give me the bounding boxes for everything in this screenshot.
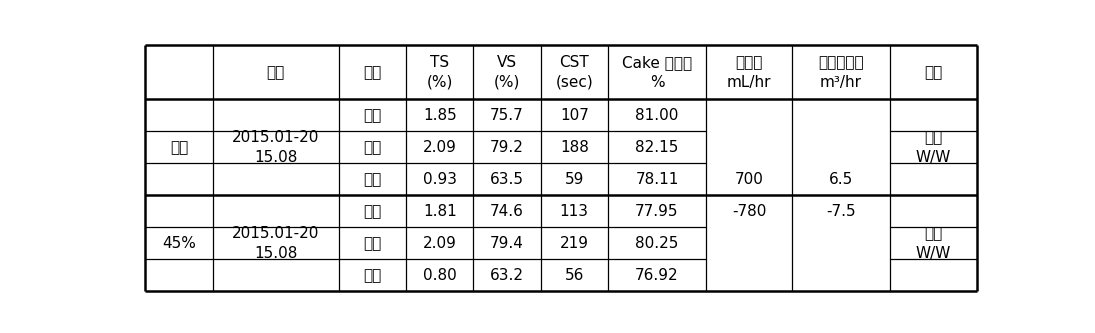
Text: 혼합
W/W: 혼합 W/W xyxy=(915,226,952,261)
Text: 79.4: 79.4 xyxy=(491,236,523,251)
Text: 슬러지유입
m³/hr: 슬러지유입 m³/hr xyxy=(818,55,864,90)
Text: 81.00: 81.00 xyxy=(635,108,679,123)
Text: 2.09: 2.09 xyxy=(423,236,457,251)
Text: 45%: 45% xyxy=(162,236,196,251)
Text: 78.11: 78.11 xyxy=(635,172,679,187)
Text: 80.25: 80.25 xyxy=(635,236,679,251)
Text: -7.5: -7.5 xyxy=(827,204,856,219)
Text: 혼합
W/W: 혼합 W/W xyxy=(915,130,952,165)
Text: 최대: 최대 xyxy=(364,140,381,155)
Text: 원수: 원수 xyxy=(170,140,188,155)
Text: 79.2: 79.2 xyxy=(491,140,523,155)
Text: 폴리머
mL/hr: 폴리머 mL/hr xyxy=(727,55,771,90)
Text: 평균: 평균 xyxy=(364,108,381,123)
Text: 2015.01-20
15.08: 2015.01-20 15.08 xyxy=(232,226,320,261)
Text: 2.09: 2.09 xyxy=(423,140,457,155)
Text: 최소: 최소 xyxy=(364,172,381,187)
Text: 63.2: 63.2 xyxy=(489,268,525,283)
Text: VS
(%): VS (%) xyxy=(494,55,520,90)
Text: 59: 59 xyxy=(565,172,584,187)
Text: 107: 107 xyxy=(560,108,589,123)
Text: 76.92: 76.92 xyxy=(635,268,679,283)
Text: -780: -780 xyxy=(731,204,766,219)
Text: 1.85: 1.85 xyxy=(423,108,457,123)
Text: 113: 113 xyxy=(560,204,589,219)
Text: 82.15: 82.15 xyxy=(635,140,679,155)
Text: 219: 219 xyxy=(560,236,589,251)
Text: 75.7: 75.7 xyxy=(491,108,523,123)
Text: 188: 188 xyxy=(560,140,589,155)
Text: Cake 함수량
%: Cake 함수량 % xyxy=(622,55,692,90)
Text: 700: 700 xyxy=(735,172,763,187)
Text: 최대: 최대 xyxy=(364,236,381,251)
Text: 최소: 최소 xyxy=(364,268,381,283)
Text: 6.5: 6.5 xyxy=(829,172,853,187)
Text: 0.93: 0.93 xyxy=(423,172,457,187)
Text: 77.95: 77.95 xyxy=(635,204,679,219)
Text: 56: 56 xyxy=(565,268,584,283)
Text: 구분: 구분 xyxy=(364,65,381,80)
Text: CST
(sec): CST (sec) xyxy=(555,55,593,90)
Text: 74.6: 74.6 xyxy=(491,204,523,219)
Text: 1.81: 1.81 xyxy=(423,204,457,219)
Text: 2015.01-20
15.08: 2015.01-20 15.08 xyxy=(232,130,320,165)
Text: 63.5: 63.5 xyxy=(489,172,525,187)
Text: TS
(%): TS (%) xyxy=(427,55,453,90)
Text: 비고: 비고 xyxy=(924,65,943,80)
Text: 평균: 평균 xyxy=(364,204,381,219)
Text: 일정: 일정 xyxy=(266,65,285,80)
Text: 0.80: 0.80 xyxy=(423,268,457,283)
